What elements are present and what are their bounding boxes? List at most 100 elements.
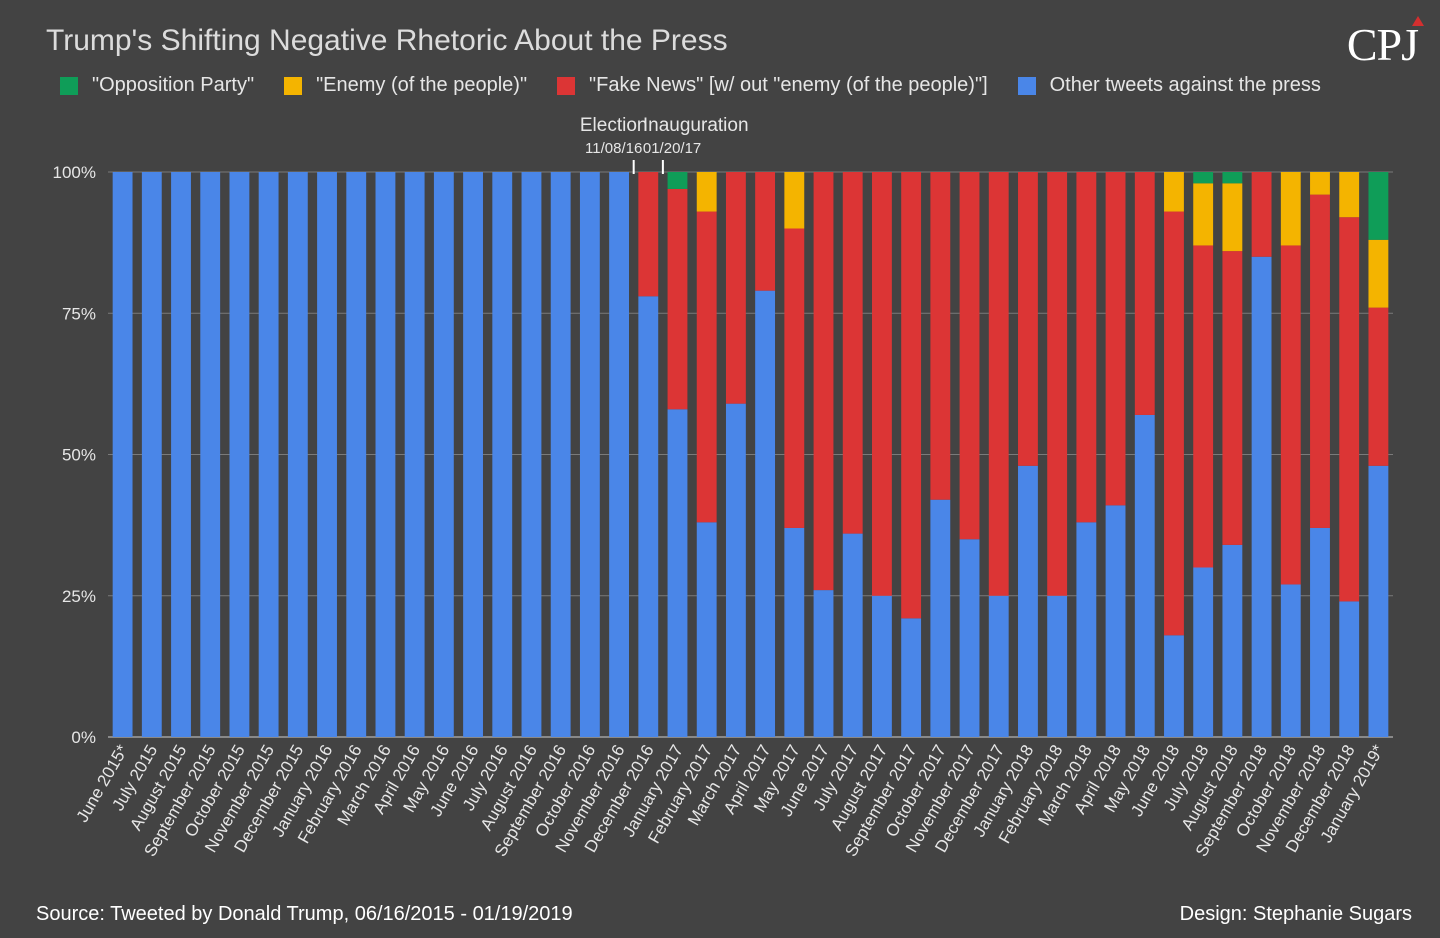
legend-item-other-tweets: Other tweets against the press — [1017, 74, 1321, 97]
bar-segment — [930, 172, 951, 500]
legend-item-opposition-party: "Opposition Party" — [60, 74, 254, 97]
bar-segment — [959, 539, 980, 737]
bar-segment — [1339, 172, 1360, 218]
bar-segment — [638, 296, 659, 737]
bar-segment — [696, 211, 717, 523]
bar-segment — [1047, 595, 1068, 737]
bar-segment — [667, 409, 688, 737]
bar-segment — [755, 290, 776, 737]
y-tick-label: 75% — [62, 304, 96, 323]
bar-segment — [1310, 194, 1330, 528]
bar-segment — [755, 172, 776, 291]
bar-segment — [521, 172, 542, 737]
bar-segment — [1368, 239, 1389, 308]
logo-text: CPJ — [1346, 19, 1419, 70]
y-tick-label: 0% — [71, 728, 96, 747]
bar-segment — [842, 172, 863, 534]
bar-segment — [1018, 465, 1038, 737]
bar-segment — [930, 499, 951, 737]
bar-segment — [1134, 414, 1155, 737]
legend-label-opposition-party: "Opposition Party" — [92, 74, 255, 96]
chart-title: Trump's Shifting Negative Rhetoric About… — [46, 24, 728, 57]
bar-segment — [1222, 172, 1243, 184]
annotation-label: Inauguration — [643, 115, 749, 136]
bar-segment — [433, 172, 454, 737]
bar-segment — [959, 172, 980, 540]
legend-swatch-fake-news — [557, 76, 576, 95]
bar-segment — [696, 522, 717, 737]
bar-segment — [1018, 172, 1038, 466]
bar-segment — [1164, 635, 1184, 737]
legend-swatch-opposition-party — [60, 76, 78, 95]
bar-segment — [1193, 183, 1214, 246]
source-note: Source: Tweeted by Donald Trump, 06/16/2… — [36, 903, 573, 925]
legend-item-fake-news: "Fake News" [w/ out "enemy (of the peopl… — [557, 74, 988, 97]
bar-segment — [1339, 601, 1360, 737]
bar-segment — [813, 172, 834, 591]
bar-segment — [901, 618, 922, 737]
bar-segment — [200, 172, 221, 737]
bar-segment — [1076, 522, 1097, 737]
bar-segment — [696, 172, 717, 212]
bar-segment — [375, 172, 396, 737]
bar-segment — [784, 172, 805, 229]
legend-label-enemy: "Enemy (of the people)" — [316, 74, 528, 96]
bar-segment — [171, 172, 191, 737]
bar-segment — [1280, 584, 1301, 737]
legend-label-other-tweets: Other tweets against the press — [1049, 74, 1321, 96]
bar-segment — [229, 172, 250, 737]
y-tick-label: 25% — [62, 587, 96, 606]
bar-segment — [1193, 172, 1214, 184]
bar-segment — [988, 172, 1009, 596]
annotation-date: 01/20/17 — [643, 140, 701, 157]
bar-segment — [346, 172, 367, 737]
bar-segment — [550, 172, 571, 737]
bar-segment — [725, 172, 746, 404]
bar-segment — [901, 172, 922, 619]
bar-segment — [609, 172, 630, 737]
bar-segment — [1280, 245, 1301, 585]
bar-segment — [638, 172, 659, 297]
bar-segment — [1310, 172, 1330, 195]
bar-segment — [842, 533, 863, 737]
bar-segment — [317, 172, 337, 737]
bar-segment — [1310, 527, 1330, 737]
bar-segment — [579, 172, 600, 737]
bar-segment — [1251, 172, 1272, 257]
bar-segment — [871, 595, 892, 737]
bar-segment — [1222, 183, 1243, 252]
bar-segment — [784, 527, 805, 737]
legend-label-fake-news: "Fake News" [w/ out "enemy (of the peopl… — [589, 74, 988, 96]
legend-swatch-enemy — [284, 76, 303, 95]
legend-item-enemy: "Enemy (of the people)" — [284, 74, 527, 97]
bar-segment — [1047, 172, 1068, 596]
bar-segment — [1105, 505, 1126, 737]
bar-segment — [1193, 245, 1214, 568]
annotation-label: Election — [580, 115, 648, 136]
bar-segment — [258, 172, 279, 737]
logo-accent-icon — [1412, 16, 1424, 26]
bar-segment — [1368, 465, 1389, 737]
y-tick-label: 50% — [62, 446, 96, 465]
design-credit: Design: Stephanie Sugars — [1179, 903, 1412, 925]
bar-segment — [1280, 172, 1301, 246]
bar-segment — [1105, 172, 1126, 506]
bar-segment — [1193, 567, 1214, 737]
bar-segment — [725, 403, 746, 737]
bar-segment — [1222, 544, 1243, 737]
bar-segment — [463, 172, 483, 737]
annotation-date: 11/08/16 — [585, 140, 642, 157]
bar-segment — [1368, 307, 1389, 466]
bar-segment — [1222, 251, 1243, 545]
bar-segment — [667, 188, 688, 410]
bar-segment — [1339, 217, 1360, 602]
bar-segment — [667, 172, 688, 189]
bar-segment — [492, 172, 513, 737]
bar-segment — [988, 595, 1009, 737]
bar-segment — [1076, 172, 1097, 523]
bar-segment — [1134, 172, 1155, 415]
bar-segment — [813, 590, 834, 737]
chart-legend: "Opposition Party" "Enemy (of the people… — [60, 74, 1351, 97]
bar-segment — [404, 172, 425, 737]
